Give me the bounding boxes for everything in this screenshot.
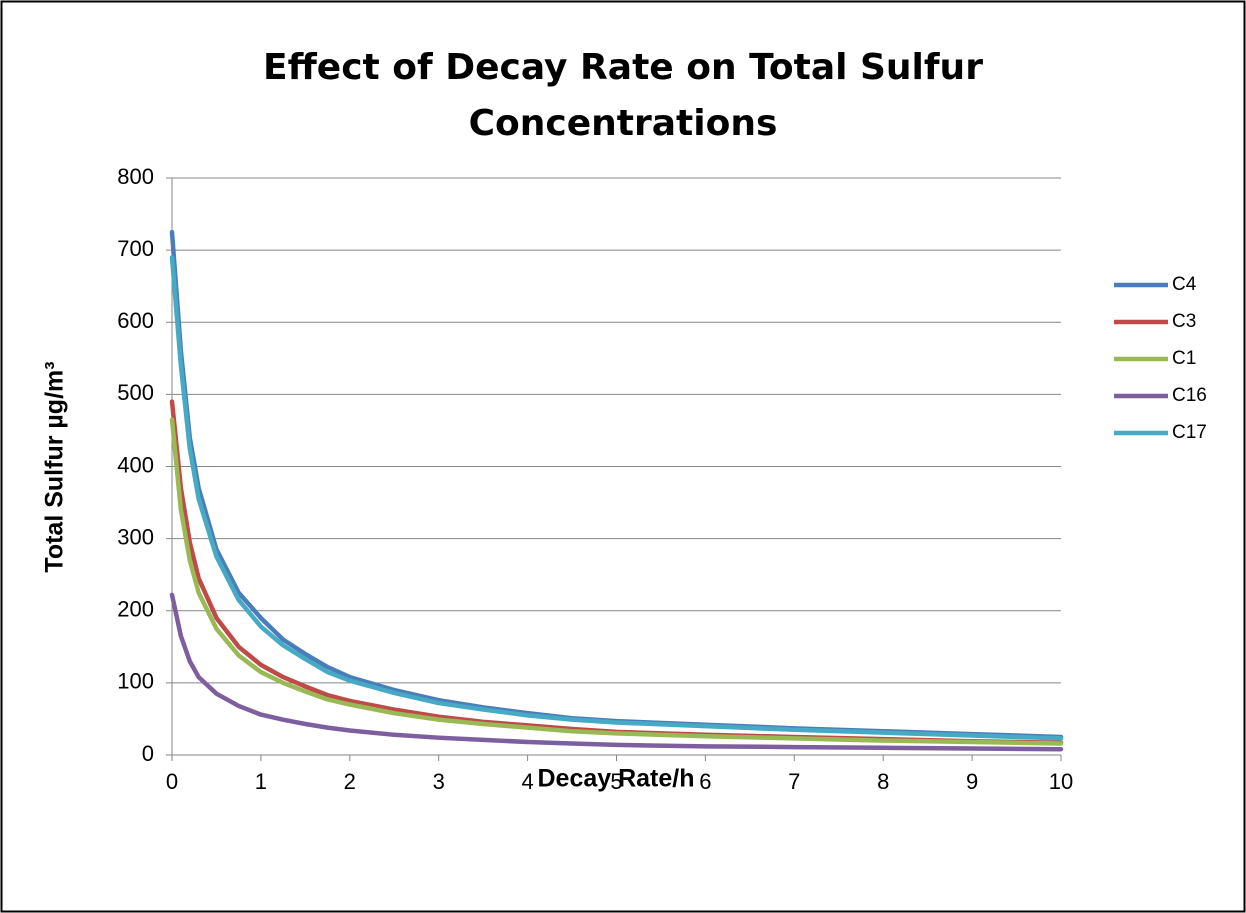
- y-tick-label: 200: [117, 597, 154, 622]
- x-tick-label: 8: [877, 769, 889, 794]
- y-tick-label: 700: [117, 236, 154, 261]
- y-axis-title: Total Sulfur µg/m³: [41, 361, 69, 572]
- chart-title: Effect of Decay Rate on Total Sulfur Con…: [263, 47, 983, 144]
- legend-label: C4: [1172, 274, 1197, 295]
- x-tick-label: 6: [699, 769, 711, 794]
- x-tick-label: 10: [1049, 769, 1073, 794]
- legend-label: C3: [1172, 311, 1196, 332]
- y-tick-label: 600: [117, 308, 154, 333]
- y-tick-label: 800: [117, 164, 154, 189]
- x-tick-label: 0: [166, 769, 178, 794]
- x-axis-title: Decay Rate/h: [537, 765, 694, 793]
- y-tick-label: 0: [142, 741, 154, 766]
- x-tick-label: 5: [610, 769, 622, 794]
- y-tick-label: 300: [117, 524, 154, 549]
- x-tick-label: 3: [433, 769, 445, 794]
- legend-label: C17: [1172, 422, 1207, 443]
- x-tick-label: 4: [521, 769, 533, 794]
- series-line: [169, 417, 1064, 746]
- y-tick-label: 500: [117, 380, 154, 405]
- x-tick-label: 1: [255, 769, 267, 794]
- legend-label: C16: [1172, 385, 1207, 406]
- x-tick-label: 9: [966, 769, 978, 794]
- x-tick-label: 7: [788, 769, 800, 794]
- legend-label: C1: [1172, 348, 1196, 369]
- series-line: [169, 255, 1064, 741]
- x-tick-label: 2: [344, 769, 356, 794]
- series-line: [169, 592, 1064, 752]
- y-tick-label: 400: [117, 452, 154, 477]
- y-tick-label: 100: [117, 669, 154, 694]
